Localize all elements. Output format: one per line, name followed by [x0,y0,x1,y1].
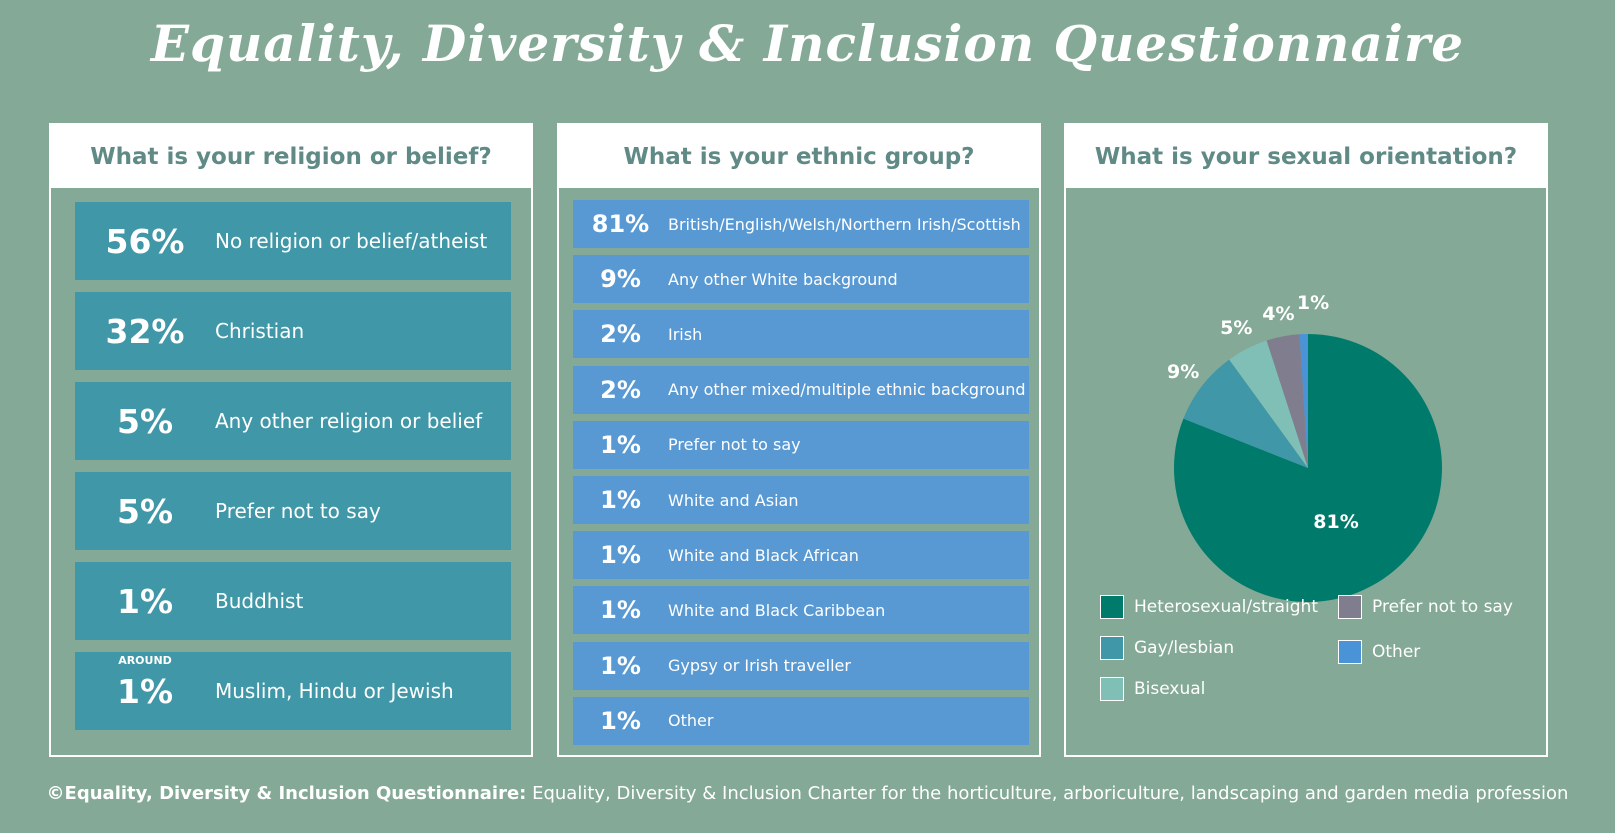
religion-percent: AROUND 1% [75,655,215,711]
ethnic-percent: 1% [600,486,641,514]
ethnic-row: 2% Irish [573,310,1029,359]
religion-percent-prefix: AROUND [118,653,172,667]
religion-percent: 32% [75,315,215,348]
ethnic-row: 1% Gypsy or Irish traveller [573,641,1029,690]
ethnic-row: 1% White and Black Caribbean [573,586,1029,635]
legend-item: Gay/lesbian [1100,636,1234,660]
orientation-heading: What is your sexual orientation? [1066,125,1546,188]
legend-label: Prefer not to say [1372,597,1513,617]
religion-row: 5% Any other religion or belief [75,382,511,460]
ethnic-label: White and Black African [668,545,859,565]
ethnic-row: 1% Prefer not to say [573,420,1029,469]
religion-heading: What is your religion or belief? [51,125,531,188]
religion-label: Any other religion or belief [215,409,483,433]
ethnic-panel: What is your ethnic group? 81% British/En… [557,123,1041,757]
religion-percent-value: 1% [116,581,174,621]
ethnic-label: British/English/Welsh/Northern Irish/Sco… [668,214,1021,234]
religion-percent: 56% [75,225,215,258]
ethnic-percent: 81% [591,210,650,238]
religion-row: 32% Christian [75,292,511,370]
pie-slice-label: 1% [1297,292,1329,314]
legend-swatch [1100,636,1124,660]
ethnic-row: 1% White and Asian [573,476,1029,524]
religion-label: Christian [215,319,305,343]
legend-swatch [1338,595,1362,619]
legend-label: Other [1372,642,1421,662]
religion-percent-value: 5% [116,491,174,531]
pie-slice-label: 81% [1313,511,1358,533]
ethnic-label: Any other mixed/multiple ethnic backgrou… [668,380,1026,400]
ethnic-percent: 2% [600,320,641,349]
pie-slice-label: 4% [1262,303,1294,325]
legend-item: Other [1338,640,1420,664]
religion-panel: What is your religion or belief? 56% No r… [49,123,533,757]
orientation-panel: What is your sexual orientation? 81% 9% 5%… [1064,123,1548,757]
ethnic-label: Any other White background [668,269,898,289]
page-title: Equality, Diversity & Inclusion Question… [150,14,1465,73]
legend-swatch [1100,595,1124,619]
ethnic-percent: 1% [600,541,641,570]
ethnic-label: Irish [668,324,703,344]
legend-item: Heterosexual/straight [1100,595,1318,619]
religion-percent-value: 5% [116,401,174,441]
ethnic-label: Gypsy or Irish traveller [668,656,851,676]
ethnic-row: 9% Any other White background [573,255,1029,304]
pie-chart: 81% 9% 5% 4% 1% [1167,292,1442,602]
ethnic-percent: 1% [600,706,641,735]
ethnic-percent: 1% [600,651,641,680]
religion-row: 5% Prefer not to say [75,472,511,550]
ethnic-heading: What is your ethnic group? [559,125,1039,188]
religion-percent: 5% [75,495,215,528]
ethnic-percent: 9% [600,265,641,294]
pie-slice [1229,340,1308,468]
legend-swatch [1100,677,1124,701]
pie-slice [1299,334,1308,468]
ethnic-label: Prefer not to say [668,435,801,455]
ethnic-percent: 1% [600,430,641,459]
ethnic-label: White and Asian [668,490,799,510]
ethnic-row: 81% British/English/Welsh/Northern Irish/… [573,200,1029,248]
religion-label: Prefer not to say [215,499,381,523]
legend-swatch [1338,640,1362,664]
legend-label: Gay/lesbian [1134,638,1235,658]
ethnic-row: 1% Other [573,696,1029,745]
religion-label: No religion or belief/atheist [215,229,488,253]
religion-percent-value: 1% [116,671,174,711]
religion-percent: 1% [75,585,215,618]
footer-bold: ©Equality, Diversity & Inclusion Questio… [46,783,527,804]
religion-percent-value: 56% [105,221,185,261]
pie-slice-label: 9% [1167,361,1199,383]
pie-slice [1183,359,1308,468]
religion-percent: 5% [75,405,215,438]
legend-item: Prefer not to say [1338,595,1513,619]
ethnic-label: White and Black Caribbean [668,600,886,620]
religion-row: AROUND 1% Muslim, Hindu or Jewish [75,652,511,730]
ethnic-row: 1% White and Black African [573,531,1029,580]
religion-label: Buddhist [215,589,304,613]
legend-label: Heterosexual/straight [1134,597,1318,617]
religion-label: Muslim, Hindu or Jewish [215,679,454,703]
religion-percent-value: 32% [105,311,185,351]
legend-item: Bisexual [1100,677,1205,701]
pie-slice [1266,334,1308,468]
religion-row: 1% Buddhist [75,562,511,640]
religion-row: 56% No religion or belief/atheist [75,202,511,280]
ethnic-label: Other [668,711,714,731]
legend-label: Bisexual [1134,679,1206,699]
footer-credit: ©Equality, Diversity & Inclusion Questio… [0,783,1615,804]
footer-text: Equality, Diversity & Inclusion Charter … [526,783,1569,804]
pie-slice-label: 5% [1220,317,1252,339]
pie-chart-area: 81% 9% 5% 4% 1% Heterosexual/straight Gay/les… [1066,188,1546,755]
ethnic-row: 2% Any other mixed/multiple ethnic backgr… [573,365,1029,414]
ethnic-percent: 2% [600,375,641,404]
ethnic-percent: 1% [600,596,641,625]
